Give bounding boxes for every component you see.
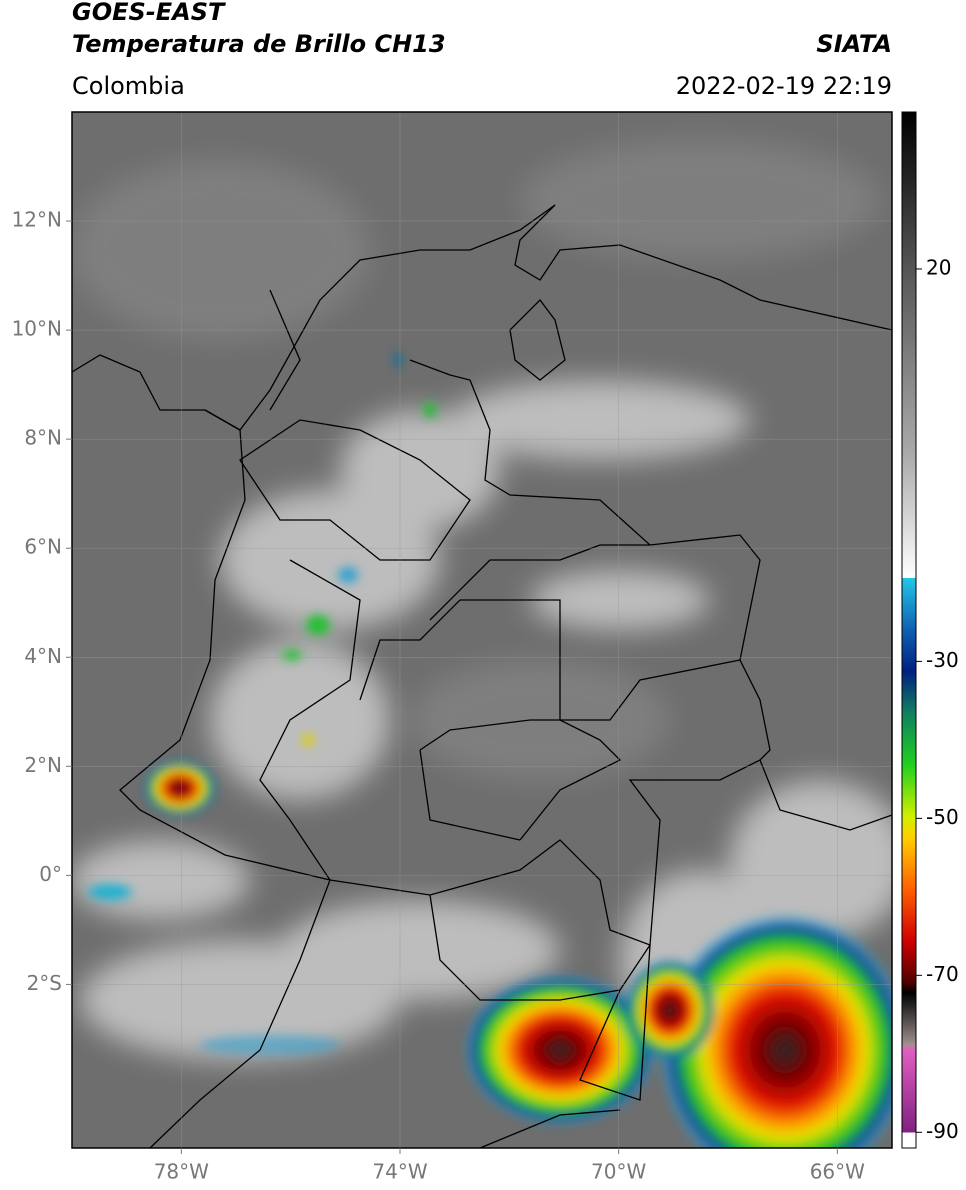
grid <box>72 112 892 1148</box>
product: Temperatura de Brillo CH13 <box>72 30 446 58</box>
x-tick-label: 70°W <box>591 1160 646 1184</box>
colorbar-tick-label: -30 <box>926 648 959 672</box>
axes: 78°W 74°W 70°W 66°W 12°N 10°N 8°N 6°N 4°N 2°N 0° 2°… <box>12 208 959 1184</box>
region: Colombia <box>72 72 185 100</box>
y-tick-label: 12°N <box>12 208 62 232</box>
y-tick-label: 2°S <box>27 971 62 995</box>
colorbar-tick-label: -90 <box>926 1119 959 1143</box>
y-tick-label: 4°N <box>24 644 62 668</box>
y-tick-label: 8°N <box>24 426 62 450</box>
colorbar <box>901 111 917 1149</box>
timestamp: 2022-02-19 22:19 <box>676 72 892 100</box>
x-tick-label: 78°W <box>154 1160 209 1184</box>
x-tick-label: 66°W <box>810 1160 865 1184</box>
y-tick-label: 6°N <box>24 535 62 559</box>
y-tick-label: 10°N <box>12 317 62 341</box>
y-tick-label: 0° <box>39 862 62 886</box>
colorbar-tick-label: -50 <box>926 805 959 829</box>
y-tick-label: 2°N <box>24 753 62 777</box>
map-frame <box>71 111 893 1149</box>
source: SIATA <box>816 30 892 58</box>
colorbar-tick-label: -70 <box>926 962 959 986</box>
satellite-image <box>72 112 892 1148</box>
colorbar-tick-label: 20 <box>926 255 951 279</box>
x-tick-label: 74°W <box>372 1160 427 1184</box>
satellite: GOES-EAST <box>72 0 226 26</box>
